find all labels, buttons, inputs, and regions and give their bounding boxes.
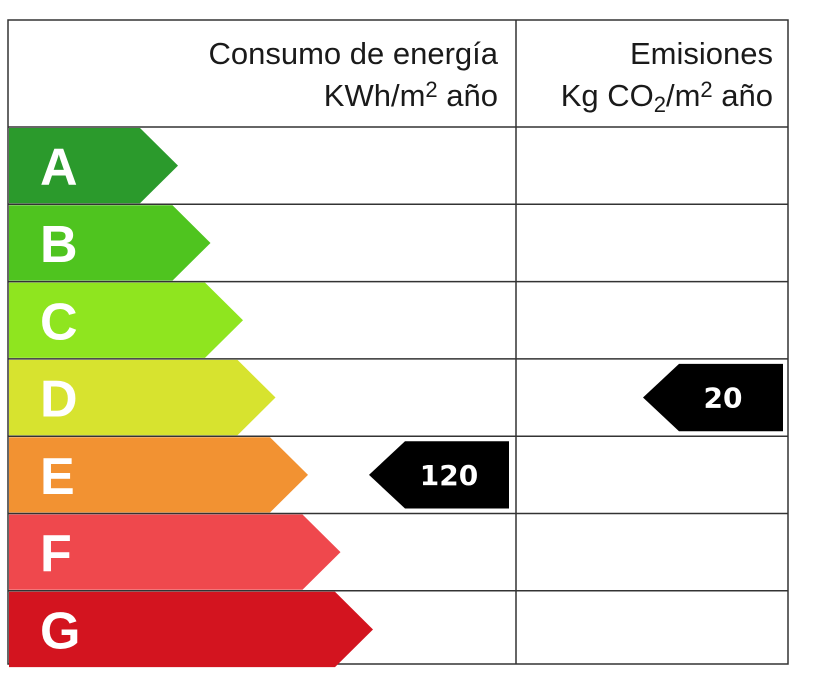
grade-label: E xyxy=(40,448,75,506)
grade-arrow xyxy=(9,128,178,204)
grade-arrow xyxy=(9,437,308,513)
unit-part: 2 xyxy=(654,92,666,117)
unit-part: KWh/m xyxy=(324,78,426,113)
grade-label: G xyxy=(40,602,80,660)
rating-arrow xyxy=(643,363,783,432)
grade-arrow xyxy=(9,514,341,590)
grade-arrow xyxy=(9,282,243,358)
grade-label: B xyxy=(40,216,78,274)
grade-label: C xyxy=(40,293,78,351)
consumption-unit: KWh/m2 año xyxy=(324,77,498,113)
grade-arrow xyxy=(9,205,211,281)
grade-arrow xyxy=(9,359,276,436)
unit-part: Kg CO xyxy=(561,78,654,113)
rating-arrow xyxy=(369,441,509,509)
grade-label: A xyxy=(40,139,78,197)
grade-label: D xyxy=(40,371,78,429)
grade-label: F xyxy=(40,525,72,583)
unit-part: 2 xyxy=(425,77,437,102)
grade-arrow xyxy=(9,591,373,668)
unit-part: año xyxy=(713,78,773,113)
emissions-title: Emisiones xyxy=(630,36,773,71)
rating-value: 120 xyxy=(420,459,478,492)
unit-part: /m xyxy=(666,78,700,113)
consumption-title: Consumo de energía xyxy=(208,36,498,71)
unit-part: 2 xyxy=(700,77,712,102)
rating-value: 20 xyxy=(704,382,743,415)
emissions-unit: Kg CO2/m2 año xyxy=(561,77,773,116)
unit-part: año xyxy=(438,78,498,113)
